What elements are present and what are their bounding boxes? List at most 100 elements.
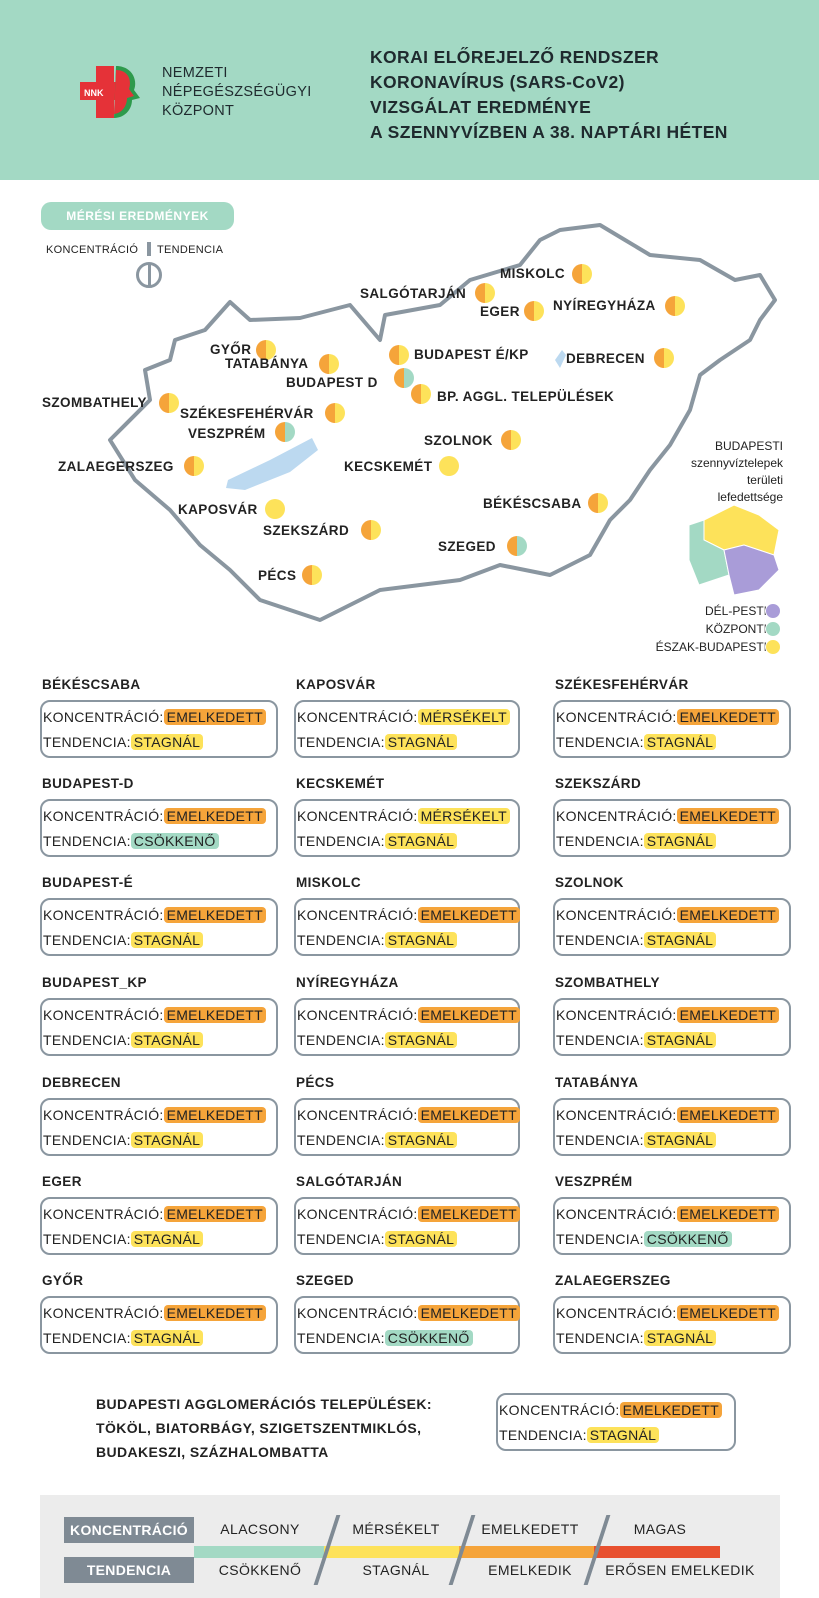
trend-label: TENDENCIA: [43, 1032, 131, 1048]
map-city-marker [500, 429, 522, 451]
concentration-label: KONCENTRÁCIÓ: [297, 1007, 418, 1023]
concentration-label: KONCENTRÁCIÓ: [43, 1007, 164, 1023]
result-box: KONCENTRÁCIÓ: EMELKEDETT TENDENCIA: STAGNÁL [40, 1296, 278, 1354]
concentration-row: KONCENTRÁCIÓ: EMELKEDETT [556, 1005, 779, 1025]
trend-value: STAGNÁL [130, 932, 204, 948]
map-city-label: BÉKÉSCSABA [483, 496, 582, 511]
legend-item-kozponti: KÖZPONTI [705, 622, 767, 636]
trend-value: STAGNÁL [384, 1032, 458, 1048]
map-city-marker [388, 344, 410, 366]
header-banner: NNK NEMZETI NÉPEGÉSZSÉGÜGYI KÖZPONT KORA… [0, 0, 819, 180]
concentration-value: EMELKEDETT [163, 1305, 266, 1321]
concentration-value: EMELKEDETT [163, 1206, 266, 1222]
scale-bar-low [194, 1546, 324, 1558]
trend-value: STAGNÁL [586, 1427, 660, 1443]
result-box-title: BÉKÉSCSABA [42, 677, 141, 692]
result-box-title: TATABÁNYA [555, 1075, 639, 1090]
result-box-title: VESZPRÉM [555, 1174, 633, 1189]
map-city-marker [393, 367, 415, 389]
result-box-title: SZÉKESFEHÉRVÁR [555, 677, 689, 692]
trend-label: TENDENCIA: [297, 932, 385, 948]
trend-value: STAGNÁL [643, 734, 717, 750]
trend-row: TENDENCIA: CSÖKKENŐ [297, 1328, 473, 1348]
result-box-title: KECSKEMÉT [296, 776, 385, 791]
concentration-row: KONCENTRÁCIÓ: EMELKEDETT [499, 1400, 722, 1420]
agglo-line: TÖKÖL, BIATORBÁGY, SZIGETSZENTMIKLÓS, [96, 1420, 422, 1436]
concentration-value: EMELKEDETT [417, 1206, 520, 1222]
map-city-label: SALGÓTARJÁN [360, 286, 467, 301]
concentration-value: EMELKEDETT [676, 709, 779, 725]
trend-row: TENDENCIA: STAGNÁL [499, 1425, 660, 1445]
map-city-label: SZEKSZÁRD [263, 523, 350, 538]
scale-conc-level: ALACSONY [220, 1521, 300, 1537]
concentration-label: KONCENTRÁCIÓ: [556, 907, 677, 923]
scale-bar-elevated [459, 1546, 594, 1558]
scale-conc-level: EMELKEDETT [481, 1521, 579, 1537]
trend-value: STAGNÁL [384, 734, 458, 750]
concentration-label: KONCENTRÁCIÓ: [556, 709, 677, 725]
map-city-label: PÉCS [258, 568, 297, 583]
concentration-value: EMELKEDETT [676, 1107, 779, 1123]
section-label: MÉRÉSI EREDMÉNYEK [41, 202, 234, 230]
map-city-label: SZEGED [438, 539, 496, 554]
concentration-row: KONCENTRÁCIÓ: MÉRSÉKELT [297, 806, 511, 826]
scale-trend-level: STAGNÁL [362, 1562, 430, 1578]
budapest-legend: BUDAPESTI szennyvíztelepek területi lefe… [691, 438, 783, 506]
budapest-coverage-map [688, 504, 780, 596]
map-city-label: GYŐR [210, 342, 252, 357]
map-city-marker [324, 402, 346, 424]
map-city-marker [506, 535, 528, 557]
map-city-marker [664, 295, 686, 317]
concentration-label: KONCENTRÁCIÓ: [556, 1206, 677, 1222]
result-box: KONCENTRÁCIÓ: EMELKEDETT TENDENCIA: CSÖKKEN… [553, 1197, 791, 1255]
trend-row: TENDENCIA: STAGNÁL [43, 1229, 204, 1249]
concentration-label: KONCENTRÁCIÓ: [556, 1107, 677, 1123]
map-city-label: SZÉKESFEHÉRVÁR [180, 406, 314, 421]
scale-conc-level: MÉRSÉKELT [352, 1521, 440, 1537]
map-city-marker [318, 353, 340, 375]
concentration-label: KONCENTRÁCIÓ: [499, 1402, 620, 1418]
concentration-label: KONCENTRÁCIÓ: [43, 808, 164, 824]
result-box: KONCENTRÁCIÓ: EMELKEDETT TENDENCIA: STAGNÁL [294, 1098, 520, 1156]
concentration-row: KONCENTRÁCIÓ: EMELKEDETT [43, 1005, 266, 1025]
legend-title-line: szennyvíztelepek [690, 456, 783, 470]
legend-title-line: lefedettsége [717, 490, 783, 504]
legend-swatch-kozponti [765, 621, 781, 637]
result-box: KONCENTRÁCIÓ: EMELKEDETT TENDENCIA: STAGNÁL [40, 898, 278, 956]
trend-row: TENDENCIA: CSÖKKENŐ [556, 1229, 732, 1249]
concentration-row: KONCENTRÁCIÓ: MÉRSÉKELT [297, 707, 511, 727]
trend-value: STAGNÁL [130, 1330, 204, 1346]
trend-label: TENDENCIA: [297, 1132, 385, 1148]
map-city-marker [301, 564, 323, 586]
map-city-marker [255, 339, 277, 361]
legend-swatch-eszak-budapesti [765, 639, 781, 655]
result-box: KONCENTRÁCIÓ: EMELKEDETT TENDENCIA: CSÖKKEN… [294, 1296, 520, 1354]
map-city-marker [410, 383, 432, 405]
concentration-label: KONCENTRÁCIÓ: [43, 907, 164, 923]
result-box-title: BUDAPEST-D [42, 776, 134, 791]
legend-item-del-pesti: DÉL-PESTI [704, 604, 767, 618]
trend-label: TENDENCIA: [43, 1330, 131, 1346]
concentration-row: KONCENTRÁCIÓ: EMELKEDETT [43, 1105, 266, 1125]
trend-value: STAGNÁL [130, 734, 204, 750]
concentration-row: KONCENTRÁCIÓ: EMELKEDETT [43, 905, 266, 925]
nnk-logo: NNK [80, 66, 140, 118]
concentration-value: EMELKEDETT [163, 1107, 266, 1123]
trend-label: TENDENCIA: [556, 1231, 644, 1247]
trend-value: STAGNÁL [384, 1231, 458, 1247]
trend-row: TENDENCIA: STAGNÁL [43, 1030, 204, 1050]
concentration-label: KONCENTRÁCIÓ: [556, 1007, 677, 1023]
result-box: KONCENTRÁCIÓ: EMELKEDETT TENDENCIA: STAGNÁL [553, 799, 791, 857]
page-title: KORAI ELŐREJELZŐ RENDSZER KORONAVÍRUS (S… [370, 45, 728, 145]
trend-label: TENDENCIA: [556, 932, 644, 948]
concentration-value: EMELKEDETT [676, 1206, 779, 1222]
concentration-row: KONCENTRÁCIÓ: EMELKEDETT [297, 1005, 520, 1025]
result-box: KONCENTRÁCIÓ: EMELKEDETT TENDENCIA: STAGNÁL [553, 1098, 791, 1156]
agglomeration-list: BUDAPESTI AGGLOMERÁCIÓS TELEPÜLÉSEK: TÖK… [96, 1392, 432, 1464]
scale-trend-level: EMELKEDIK [488, 1562, 572, 1578]
map-city-label: EGER [480, 304, 520, 319]
trend-row: TENDENCIA: STAGNÁL [556, 930, 717, 950]
trend-value: STAGNÁL [643, 1132, 717, 1148]
trend-label: TENDENCIA: [43, 734, 131, 750]
concentration-value: MÉRSÉKELT [417, 808, 511, 824]
